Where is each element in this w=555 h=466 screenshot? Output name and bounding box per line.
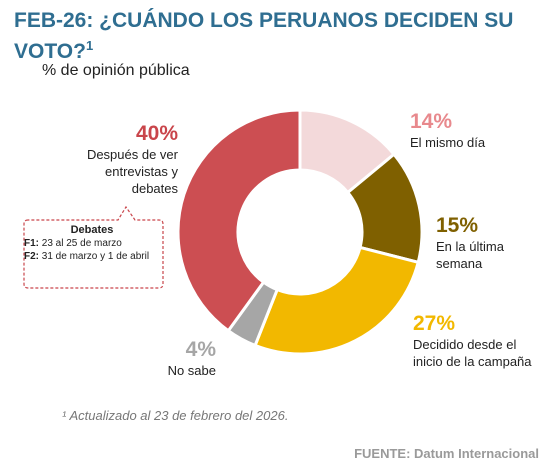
category-label: Decidido desde el inicio de la campaña bbox=[413, 337, 532, 369]
slice-label: 27% Decidido desde el inicio de la campañ… bbox=[413, 312, 538, 370]
category-label: Después de ver entrevistas y debates bbox=[86, 147, 178, 196]
title-text: FEB-26: ¿CUÁNDO LOS PERUANOS DECIDEN SU … bbox=[14, 9, 514, 63]
slice-label: 15% En la última semana bbox=[436, 214, 536, 272]
chart-title: FEB-26: ¿CUÁNDO LOS PERUANOS DECIDEN SU … bbox=[14, 8, 544, 64]
value-label: 15% bbox=[436, 214, 479, 237]
callout-title: Debates bbox=[70, 224, 114, 236]
value-label: 4% bbox=[185, 338, 216, 361]
source: FUENTE: Datum Internacional bbox=[354, 446, 539, 461]
callout-item-label: F1: bbox=[24, 238, 39, 249]
callout-item-label: F2: bbox=[24, 251, 39, 262]
value-label: 14% bbox=[410, 110, 453, 133]
value-label: 40% bbox=[135, 122, 178, 145]
value-label: 27% bbox=[413, 312, 456, 335]
callout-box bbox=[23, 205, 164, 289]
slice-label: 4% No sabe bbox=[116, 338, 216, 379]
category-label: En la última semana bbox=[436, 239, 504, 271]
donut-slice bbox=[176, 108, 302, 333]
footnote: ¹ Actualizado al 23 de febrero del 2026. bbox=[62, 408, 289, 423]
callout-item: F2: 31 de marzo y 1 de abril bbox=[24, 250, 160, 263]
category-label: No sabe bbox=[167, 363, 216, 378]
title-note: 1 bbox=[85, 38, 94, 53]
slice-label: 14% El mismo día bbox=[410, 110, 510, 151]
slice-label: 40% Después de ver entrevistas y debates bbox=[66, 122, 178, 197]
subtitle: % de opinión pública bbox=[42, 62, 190, 79]
callout-item: F1: 23 al 25 de marzo bbox=[24, 237, 160, 250]
callout: Debates F1: 23 al 25 de marzo F2: 31 de … bbox=[24, 224, 160, 263]
donut-slice bbox=[253, 245, 420, 356]
category-label: El mismo día bbox=[410, 135, 486, 150]
callout-item-text: 23 al 25 de marzo bbox=[41, 238, 122, 249]
callout-item-text: 31 de marzo y 1 de abril bbox=[41, 251, 150, 262]
